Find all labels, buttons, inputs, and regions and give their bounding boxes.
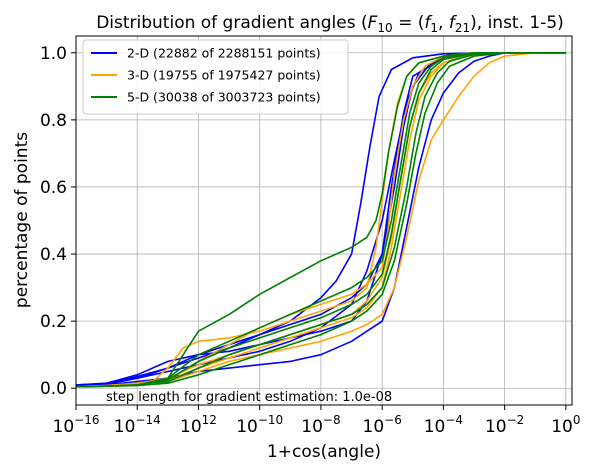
- series-line-3-4: [75, 52, 566, 388]
- x-tick-label: 100: [551, 413, 580, 437]
- plot-frame: [75, 35, 573, 406]
- x-tick-label: 10−4: [424, 413, 463, 437]
- y-tick-label: 0.6: [40, 178, 67, 198]
- legend: 2-D (22882 of 2288151 points) 3-D (19755 …: [82, 39, 349, 115]
- x-axis-ticks: 10−16 10−14 1012 10−10 10−8 10−6 10−4 10−2 100: [53, 405, 581, 437]
- x-tick-label: 10−14: [114, 413, 161, 437]
- y-tick-label: 0.0: [40, 379, 67, 399]
- series-line-3-5: [75, 52, 566, 388]
- y-axis-label: percentage of points: [12, 132, 32, 308]
- chart-title: Distribution of gradient angles (F10 = (…: [96, 13, 564, 35]
- y-tick-label: 1.0: [40, 44, 67, 64]
- step-length-annotation: step length for gradient estimation: 1.0…: [106, 390, 392, 405]
- y-tick-label: 0.2: [40, 312, 67, 332]
- series-line-3-3: [75, 52, 566, 388]
- legend-box: [82, 39, 349, 115]
- legend-entry: 2-D (22882 of 2288151 points): [127, 46, 321, 61]
- y-tick-label: 0.8: [40, 111, 67, 131]
- x-tick-label: 10−8: [301, 413, 340, 437]
- x-axis-label: 1+cos(angle): [267, 442, 381, 462]
- x-tick-label: 10−10: [236, 413, 283, 437]
- series-line-3-2: [75, 52, 566, 388]
- series-line-2-3: [75, 52, 566, 388]
- legend-entry: 3-D (19755 of 1975427 points): [127, 68, 321, 83]
- x-tick-label: 10−6: [363, 413, 402, 437]
- x-tick-label: 10−16: [53, 413, 100, 437]
- legend-entry: 5-D (30038 of 3003723 points): [127, 90, 321, 105]
- y-tick-label: 0.4: [40, 245, 67, 265]
- data-curves: [75, 52, 566, 388]
- x-tick-label: 1012: [180, 413, 217, 437]
- y-axis-ticks: 0.0 0.2 0.4 0.6 0.8 1.0: [40, 44, 76, 399]
- x-tick-label: 10−2: [485, 413, 524, 437]
